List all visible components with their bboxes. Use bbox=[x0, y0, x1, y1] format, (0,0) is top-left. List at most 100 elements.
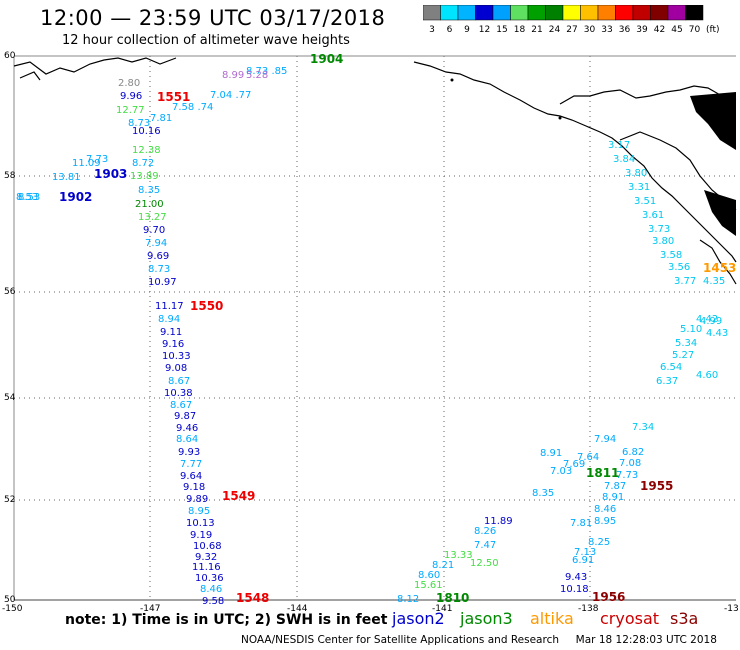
longitude-label: -144 bbox=[287, 604, 308, 614]
map-subtitle: 12 hour collection of altimeter wave hei… bbox=[62, 33, 350, 48]
wave-height-reading: 3.58 bbox=[660, 250, 682, 261]
wave-height-reading: 8.95 bbox=[594, 516, 616, 527]
wave-height-reading: 7.94 bbox=[145, 238, 167, 249]
time-label: 1453 bbox=[703, 261, 736, 275]
colorbar-level-label: 3 bbox=[429, 25, 435, 35]
wave-height-reading: 9.89 bbox=[186, 494, 208, 505]
wave-height-reading: 11.89 bbox=[484, 516, 513, 527]
latitude-labels: 60 58 56 54 52 50 bbox=[4, 51, 16, 605]
wave-height-reading: 2.80 bbox=[118, 78, 140, 89]
time-label: 1810 bbox=[436, 591, 469, 605]
wave-height-reading: 7.81 bbox=[150, 113, 172, 124]
colorbar-level-label: 70 bbox=[689, 25, 701, 35]
wave-height-reading: 11.17 bbox=[155, 301, 184, 312]
wave-height-reading: 10.33 bbox=[162, 351, 191, 362]
wave-height-reading: 8.95 bbox=[188, 506, 210, 517]
wave-height-reading: 8.99 bbox=[222, 70, 244, 81]
wave-height-reading: 9.16 bbox=[162, 339, 184, 350]
wave-height-reading: 7.34 bbox=[632, 422, 654, 433]
latitude-label: 60 bbox=[4, 51, 16, 61]
wave-height-reading: 8.67 bbox=[170, 400, 192, 411]
wave-height-reading: 8.73 .85 bbox=[246, 66, 287, 77]
wave-height-reading: 3.56 bbox=[668, 262, 690, 273]
wave-height-reading: 9.43 bbox=[565, 572, 587, 583]
colorbar-level-label: 15 bbox=[496, 25, 507, 35]
wave-height-reading: 7.73 bbox=[86, 154, 108, 165]
wave-height-reading: 10.68 bbox=[193, 541, 222, 552]
wave-height-reading: 8.53 bbox=[16, 192, 38, 203]
wave-height-reading: 5.34 bbox=[675, 338, 697, 349]
wave-height-reading: 8.73 bbox=[128, 118, 150, 129]
latitude-label: 58 bbox=[4, 171, 16, 181]
wave-height-reading: 9.46 bbox=[176, 423, 198, 434]
time-label: 1902 bbox=[59, 190, 92, 204]
wave-height-reading: 12.38 bbox=[132, 145, 161, 156]
longitude-label: -138 bbox=[578, 604, 599, 614]
wave-height-reading: 21.00 bbox=[135, 199, 164, 210]
time-label: 1811 bbox=[586, 466, 619, 480]
wave-height-readings: 2.809.9612.778.7310.1612.388.7213.898.35… bbox=[0, 0, 728, 607]
wave-height-reading: 7.81 bbox=[570, 518, 592, 529]
wave-height-reading: 8.53 bbox=[18, 192, 40, 203]
wave-height-reading: 8.36 bbox=[0, 0, 22, 3]
wave-height-reading: 3.17 bbox=[608, 140, 630, 151]
colorbar-level-label: 30 bbox=[584, 25, 596, 35]
wave-height-reading: 6.37 bbox=[656, 376, 678, 387]
wave-height-reading: 9.96 bbox=[120, 91, 142, 102]
time-label: 1903 bbox=[94, 167, 127, 181]
satellite-legend-item: jason2 bbox=[392, 609, 445, 628]
colorbar-level-label: 27 bbox=[566, 25, 577, 35]
colorbar-level-label: 18 bbox=[514, 25, 526, 35]
wave-height-reading: 9.70 bbox=[143, 225, 165, 236]
wave-height-reading: 6.54 bbox=[660, 362, 682, 373]
wave-height-reading: 4.99 bbox=[700, 316, 722, 327]
wave-height-reading: 5.28 bbox=[246, 70, 268, 81]
wave-height-reading: 9.18 bbox=[183, 482, 205, 493]
wave-height-reading: 7.04 .77 bbox=[210, 90, 251, 101]
wave-height-reading: 3.51 bbox=[634, 196, 656, 207]
wave-height-reading: 7.87 bbox=[604, 481, 626, 492]
wave-height-reading: 6.82 bbox=[622, 447, 644, 458]
longitude-label: -150 bbox=[2, 604, 23, 614]
wave-height-reading: 9.69 bbox=[147, 251, 169, 262]
wave-height-reading: 8.21 bbox=[432, 560, 454, 571]
wave-height-reading: 13.81 bbox=[52, 172, 81, 183]
wave-height-reading: 8.64 bbox=[176, 434, 198, 445]
latitude-label: 52 bbox=[4, 495, 15, 505]
colorbar-level-label: 9 bbox=[464, 25, 470, 35]
wave-height-reading: 3.61 bbox=[642, 210, 664, 221]
satellite-legend-item: altika bbox=[530, 609, 574, 628]
wave-height-reading: 12.50 bbox=[470, 558, 499, 569]
colorbar-level-label: 33 bbox=[601, 25, 612, 35]
wave-height-reading: 13.33 bbox=[444, 550, 473, 561]
note-text: note: 1) Time is in UTC; 2) SWH is in fe… bbox=[65, 612, 388, 628]
wave-height-reading: 5.27 bbox=[672, 350, 694, 361]
wave-height-reading: 7.94 bbox=[594, 434, 616, 445]
wave-height-reading: 7.69 bbox=[563, 459, 585, 470]
time-label: 1955 bbox=[640, 479, 673, 493]
wave-height-reading: 7.08 bbox=[619, 458, 641, 469]
colorbar-level-label: 12 bbox=[479, 25, 490, 35]
colorbar-swatch bbox=[685, 5, 704, 21]
colorbar-level-label: 21 bbox=[531, 25, 542, 35]
wave-height-reading: 8.46 bbox=[594, 504, 616, 515]
wave-height-reading: 8.84 bbox=[0, 0, 22, 3]
wave-height-reading: 4.42 bbox=[696, 314, 718, 325]
longitude-label: -141 bbox=[432, 604, 452, 614]
wave-height-reading: 8.26 bbox=[474, 526, 496, 537]
wave-height-reading: 4.35 bbox=[703, 276, 725, 287]
wave-height-reading: 8.12 bbox=[397, 594, 419, 605]
wave-height-reading: 8.91 bbox=[540, 448, 562, 459]
map-title: 12:00 — 23:59 UTC 03/17/2018 bbox=[40, 6, 386, 30]
wave-height-reading: 8.06 bbox=[0, 0, 22, 3]
colorbar-level-label: 24 bbox=[549, 25, 561, 35]
latitude-label: 54 bbox=[4, 393, 16, 403]
wave-height-reading: 9.93 bbox=[178, 447, 200, 458]
wave-height-reading: 8.53 bbox=[0, 0, 22, 3]
wave-height-reading: 9.87 bbox=[174, 411, 196, 422]
wave-height-reading: 8.67 bbox=[168, 376, 190, 387]
colorbar-level-label: 45 bbox=[671, 25, 682, 35]
time-label: 1548 bbox=[236, 591, 269, 605]
wave-height-reading: 8.91 bbox=[602, 492, 624, 503]
